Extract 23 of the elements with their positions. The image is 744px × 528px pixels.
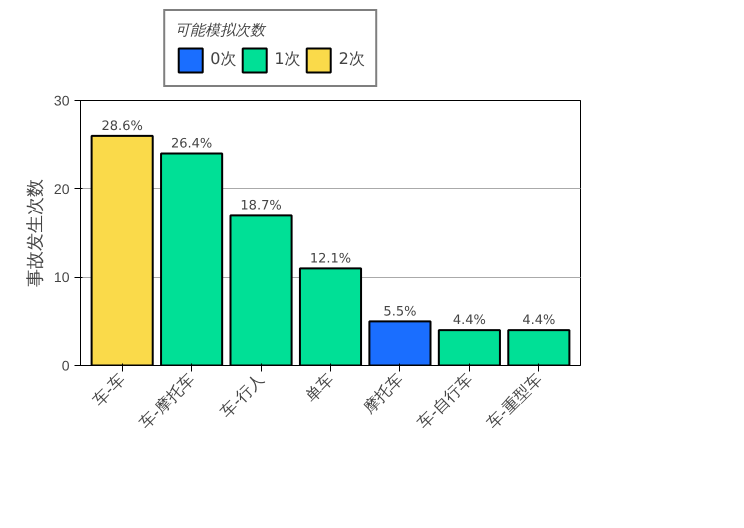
x-tick-label: 单车 [301, 370, 338, 406]
y-tick-label: 0 [62, 358, 70, 374]
y-tick-label: 20 [54, 180, 70, 197]
annotation: 18.7% [240, 198, 282, 214]
annotation: 4.4% [522, 313, 556, 328]
y-tick-label: 10 [54, 269, 70, 286]
x-tick-label: 车-车 [88, 370, 129, 410]
x-tick-label: 车-摩托车 [136, 370, 198, 433]
annotation: 4.4% [452, 313, 486, 328]
legend-label: 2次 [338, 49, 365, 70]
annotation: 5.5% [383, 304, 416, 320]
x-tick-label: 车-行人 [216, 370, 268, 422]
x-tick-label: 摩托车 [359, 370, 407, 418]
legend-title: 可能模拟次数 [175, 20, 268, 40]
legend-label: 0次 [210, 49, 236, 70]
annotation: 26.4% [170, 136, 212, 152]
y-axis-title: 事故发生次数 [24, 179, 46, 287]
x-tick-label: 车-重型车 [482, 370, 546, 433]
annotation: 28.6% [102, 118, 143, 134]
annotation: 12.1% [310, 251, 352, 266]
legend-label: 1次 [274, 49, 301, 70]
y-tick-label: 30 [54, 92, 70, 108]
x-tick-label: 车-自行车 [413, 370, 476, 433]
